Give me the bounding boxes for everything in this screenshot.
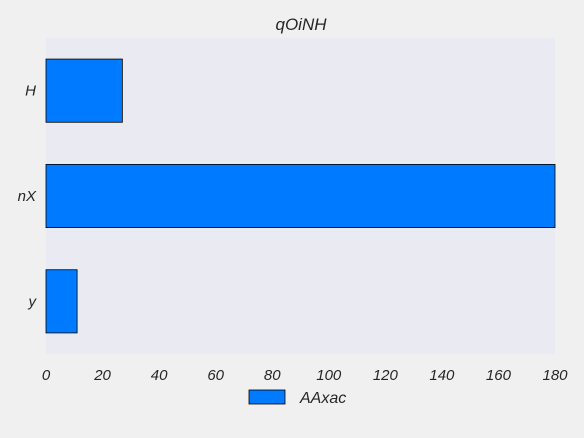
- legend-swatch: [248, 389, 286, 405]
- legend: AAxac: [248, 389, 346, 407]
- x-tick-label: 140: [429, 367, 455, 384]
- x-tick-label: 20: [93, 367, 111, 384]
- bar-y: [45, 269, 78, 334]
- x-tick-labels: 0 20 40 60 80 100 120 140 160 180: [42, 367, 568, 384]
- x-tick-label: 60: [207, 367, 224, 384]
- bar-H: [45, 58, 123, 123]
- x-tick-label: 0: [42, 367, 51, 384]
- x-tick-label: 40: [151, 367, 168, 384]
- y-tick-label: y: [28, 293, 38, 310]
- x-tick-label: 120: [373, 367, 399, 384]
- bars: [45, 58, 556, 334]
- chart-title: qOiNH: [275, 15, 327, 34]
- y-tick-labels: HnX y: [18, 83, 38, 311]
- bar-nX: [45, 163, 556, 228]
- x-tick-label: 80: [264, 367, 281, 384]
- legend-label: AAxac: [299, 390, 346, 407]
- x-tick-label: 160: [486, 367, 512, 384]
- x-tick-label: 100: [316, 367, 342, 384]
- y-tick-label: nX: [18, 188, 37, 205]
- x-tick-label: 180: [542, 367, 568, 384]
- y-tick-label: H: [25, 83, 36, 100]
